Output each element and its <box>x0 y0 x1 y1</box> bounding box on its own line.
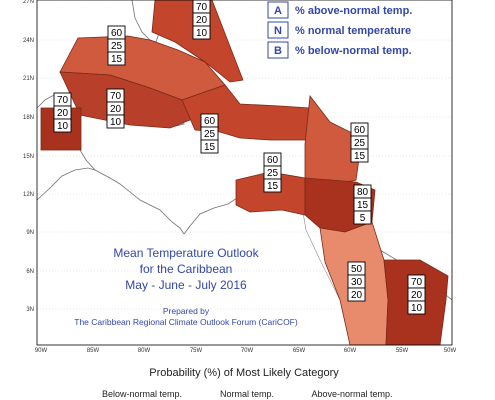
prob-value-above: 60 <box>267 155 279 166</box>
prob-value-below: 15 <box>204 142 216 153</box>
prob-value-above: 60 <box>354 125 366 136</box>
legend-letter-b: B <box>274 45 282 57</box>
prob-value-normal: 20 <box>57 108 69 119</box>
lat-label: 27N <box>23 0 34 5</box>
prob-box-lesser-antilles: 60 25 15 <box>350 122 369 163</box>
prob-box-belize: 70 20 10 <box>53 92 72 133</box>
lat-label: 18N <box>23 115 34 121</box>
prob-value-below: 10 <box>57 121 69 132</box>
prob-value-normal: 25 <box>267 168 279 179</box>
map-title-line3: May - June - July 2016 <box>125 278 247 292</box>
lat-label: 3N <box>26 307 34 313</box>
lon-label: 60W <box>344 348 357 354</box>
lon-label: 55W <box>396 348 409 354</box>
category-normal: Normal temp. <box>220 389 274 399</box>
prob-value-below: 15 <box>111 54 123 65</box>
prob-value-normal: 25 <box>111 41 123 52</box>
latitude-labels: 27N 24N 21N 18N 15N 12N 9N 6N 3N <box>23 0 34 313</box>
prob-box-cuba-south: 70 20 10 <box>106 88 125 129</box>
probability-caption: Probability (%) of Most Likely Category <box>149 367 339 379</box>
prob-value-below: 10 <box>196 28 208 39</box>
prob-value-below: 15 <box>267 181 279 192</box>
lat-label: 6N <box>26 269 34 275</box>
prob-cell-below <box>106 114 125 129</box>
prob-cell-below <box>53 118 72 133</box>
lon-label: 50W <box>444 348 457 354</box>
prob-value-below: 10 <box>411 303 423 314</box>
prob-value-above: 70 <box>196 2 208 13</box>
lat-label: 21N <box>23 76 34 82</box>
map-title-line2: for the Caribbean <box>140 262 233 276</box>
legend-box-b <box>267 41 289 59</box>
map-title-line1: Mean Temperature Outlook <box>113 246 259 260</box>
prob-box-cuba-north: 60 25 15 <box>107 25 126 66</box>
lat-label: 12N <box>23 192 34 198</box>
prob-value-below: 10 <box>110 117 122 128</box>
prob-cell-below <box>192 25 211 40</box>
prob-value-normal: 15 <box>357 200 369 211</box>
lon-label: 80W <box>138 348 151 354</box>
prob-value-normal: 20 <box>110 104 122 115</box>
prob-cell-below <box>347 287 366 302</box>
legend-label-normal: % normal temperature <box>295 25 411 37</box>
prob-value-above: 70 <box>110 91 122 102</box>
category-below-normal: Below-normal temp. <box>102 389 182 399</box>
prob-value-below: 20 <box>351 290 363 301</box>
prob-cell-below <box>353 210 372 225</box>
lon-label: 85W <box>87 348 100 354</box>
credit-prepared-by: Prepared by <box>163 306 210 316</box>
legend-label-below: % below-normal temp. <box>295 45 412 57</box>
prob-cell-below <box>407 300 426 315</box>
prob-value-normal: 20 <box>196 15 208 26</box>
prob-cell-below <box>350 148 369 163</box>
prob-box-greater-antilles: 60 25 15 <box>200 113 219 154</box>
prob-value-above: 70 <box>411 277 423 288</box>
prob-value-below: 15 <box>354 151 366 162</box>
prob-cell-below <box>200 139 219 154</box>
lon-label: 70W <box>241 348 254 354</box>
prob-value-above: 60 <box>111 28 123 39</box>
prob-value-normal: 20 <box>411 290 423 301</box>
lat-label: 24N <box>23 38 34 44</box>
legend-letter-a: A <box>274 5 282 17</box>
lon-label: 75W <box>190 348 203 354</box>
lat-label: 15N <box>23 154 34 160</box>
prob-value-above: 80 <box>357 187 369 198</box>
credit-caricof: The Caribbean Regional Climate Outlook F… <box>74 317 298 327</box>
legend-letter-n: N <box>274 25 282 37</box>
prob-value-normal: 30 <box>351 277 363 288</box>
category-above-normal: Above-normal temp. <box>311 389 392 399</box>
prob-value-above: 60 <box>204 116 216 127</box>
map-title-block: Mean Temperature Outlook for the Caribbe… <box>74 246 298 327</box>
lat-label: 9N <box>26 230 34 236</box>
prob-value-normal: 25 <box>204 129 216 140</box>
region-bahamas <box>151 0 244 83</box>
prob-value-below: 5 <box>360 213 366 224</box>
prob-box-trinidad: 80 15 5 <box>353 184 372 225</box>
prob-box-abc-islands: 60 25 15 <box>263 152 282 193</box>
prob-box-suriname: 70 20 10 <box>407 274 426 315</box>
longitude-labels: 90W 85W 80W 75W 70W 65W 60W 55W 50W <box>35 348 457 354</box>
prob-box-guyana: 50 30 20 <box>347 261 366 302</box>
lon-label: 90W <box>35 348 48 354</box>
prob-value-normal: 25 <box>354 138 366 149</box>
legend: A % above-normal temp. N % normal temper… <box>267 1 412 59</box>
legend-box-n <box>267 21 289 39</box>
legend-label-above: % above-normal temp. <box>295 5 412 17</box>
prob-cell-below <box>107 51 126 66</box>
prob-value-above: 70 <box>57 95 69 106</box>
lon-label: 65W <box>293 348 306 354</box>
map-border <box>36 0 453 346</box>
prob-box-bahamas: 70 20 10 <box>192 0 211 40</box>
prob-value-above: 50 <box>351 264 363 275</box>
legend-box-a <box>267 1 289 19</box>
prob-cell-below <box>263 178 282 193</box>
